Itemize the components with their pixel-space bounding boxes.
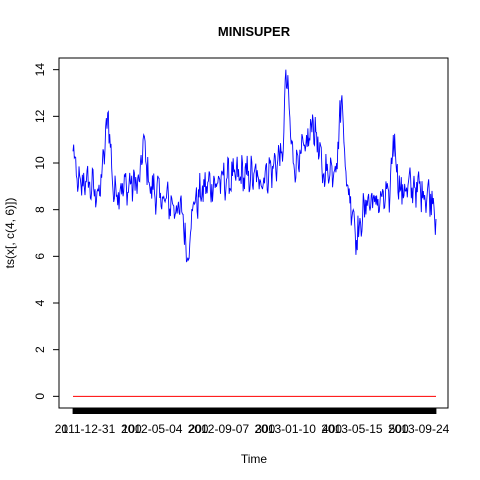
y-tick-label: 12 xyxy=(33,109,47,123)
y-axis-label: ts(x[, c(4, 6)]) xyxy=(3,198,17,269)
x-tick-label-date: 2012-09-07 xyxy=(188,422,250,436)
x-tick-label-index: 300 xyxy=(255,422,275,436)
plot-frame xyxy=(58,57,449,409)
x-axis: 1 100 200 300 400 500 2011-12-31 2012-05-04 2012… xyxy=(55,407,450,436)
series-line-blue xyxy=(72,69,437,263)
y-tick-label: 6 xyxy=(33,253,47,260)
x-tick-label-date: 2011-12-31 xyxy=(55,422,116,436)
y-axis: 0 2 4 6 8 10 12 14 xyxy=(33,63,60,400)
x-tick-label-date: 2012-05-04 xyxy=(121,422,183,436)
y-tick-label: 4 xyxy=(33,299,47,306)
y-tick-label: 2 xyxy=(33,346,47,353)
x-tick-label-date: 2013-01-10 xyxy=(254,422,316,436)
series-layer xyxy=(72,69,437,397)
x-tick-label-index: 400 xyxy=(322,422,342,436)
x-tick-label-date: 2013-05-15 xyxy=(321,422,383,436)
x-tick-label-index: 100 xyxy=(122,422,142,436)
y-tick-label: 14 xyxy=(33,63,47,77)
y-tick-label: 0 xyxy=(33,393,47,400)
x-tick-label-index: 500 xyxy=(389,422,409,436)
x-axis-label: Time xyxy=(241,452,268,466)
x-tick-label-index: 1 xyxy=(62,422,69,436)
chart-title: MINISUPER xyxy=(218,24,291,39)
y-tick-label: 10 xyxy=(33,156,47,170)
x-ticks xyxy=(72,408,437,414)
y-tick-label: 8 xyxy=(33,206,47,213)
x-tick-label-index: 200 xyxy=(188,422,208,436)
x-tick-label-date: 2013-09-24 xyxy=(388,422,450,436)
